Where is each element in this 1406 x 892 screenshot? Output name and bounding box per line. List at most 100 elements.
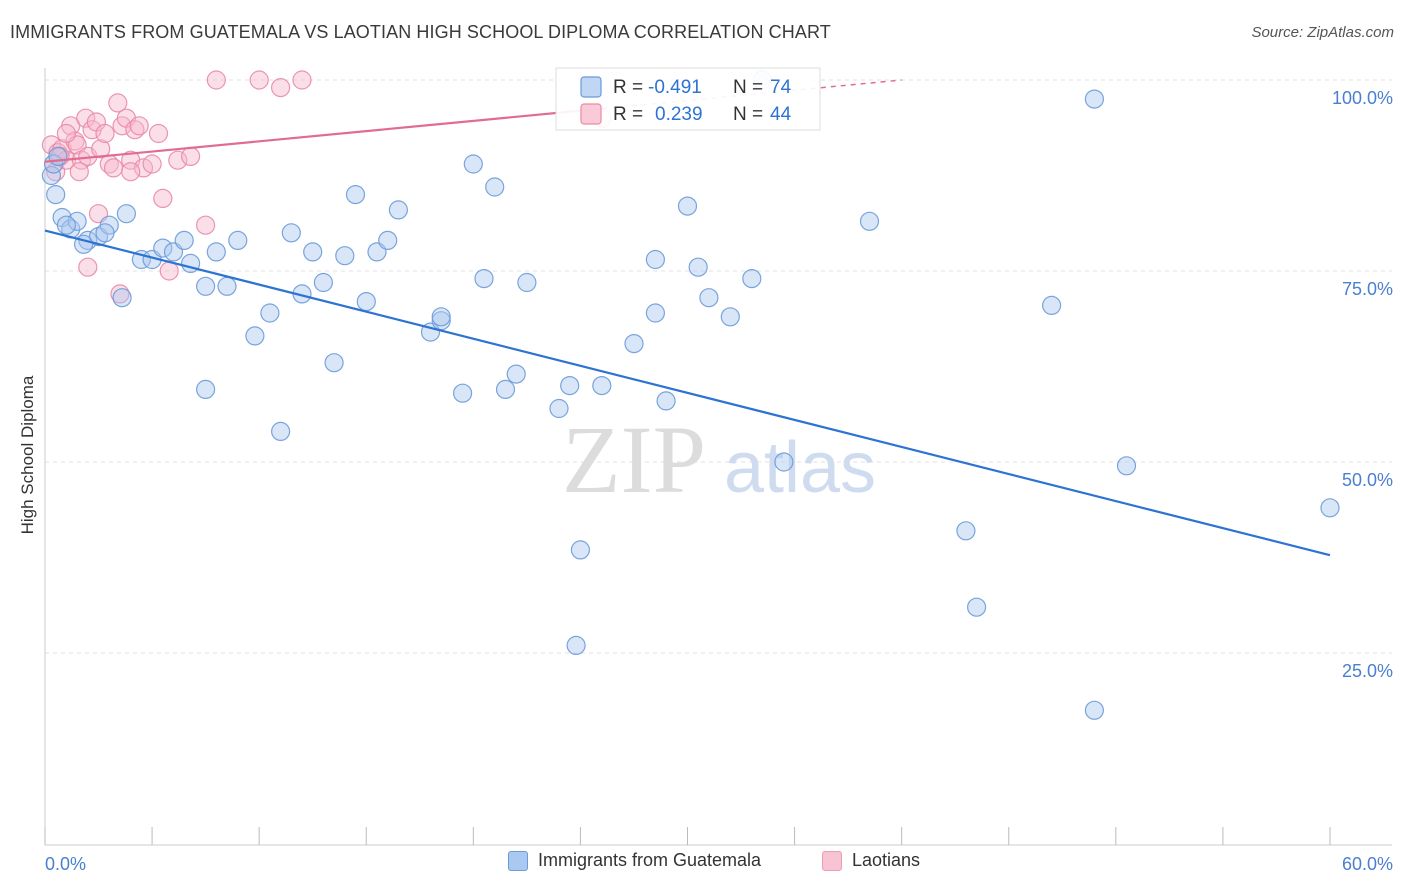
laotians-point-23 [129,116,149,136]
legend-n-value-pink: 44 [770,104,792,125]
legend-label-laotians: Laotians [852,850,921,870]
guatemala-point-19 [112,288,132,308]
guatemala-point-18 [228,230,248,250]
guatemala-point-54 [677,196,698,216]
y-tick-label-25: 25.0% [1342,661,1393,681]
guatemala-point-41 [485,177,505,197]
guatemala-point-63 [966,597,987,617]
y-tick-label-100: 100.0% [1332,88,1393,108]
legend-box-swatch-pink [580,103,602,125]
laotians-point-43 [69,162,89,182]
guatemala-point-56 [699,288,719,308]
legend-r-value-pink: 0.239 [655,104,703,125]
legend-swatch-blue [508,850,528,871]
legend-item-laotians[interactable]: Laotians [822,850,920,871]
guatemala-point-20 [196,379,216,399]
guatemala-point-48 [566,635,586,656]
laotians-point-35 [292,70,312,90]
guatemala-point-40 [474,269,494,289]
x-tick-label-0: 0.0% [45,854,86,874]
guatemala-point-51 [645,249,666,270]
legend-r-value-blue: -0.491 [648,77,702,98]
guatemala-point-43 [506,364,526,384]
laotians-point-10 [76,108,96,128]
guatemala-point-22 [260,303,280,323]
guatemala-point-34 [388,200,408,220]
guatemala-point-52 [645,303,666,323]
legend-r-label-pink: R = [613,104,643,125]
guatemala-point-64 [1041,295,1062,315]
legend-box-swatch-blue [580,76,602,98]
legend-swatch-pink [822,850,842,871]
guatemala-point-21 [245,326,265,346]
guatemala-point-26 [303,242,323,262]
guatemala-point-57 [720,307,740,327]
guatemala-point-58 [742,269,762,289]
guatemala-point-1 [46,185,66,205]
guatemala-point-47 [570,540,591,560]
guatemala-point-62 [956,521,976,541]
guatemala-point-16 [206,242,226,262]
legend-n-value-blue: 74 [770,77,792,98]
guatemala-point-45 [549,398,569,419]
legend-label-guatemala: Immigrants from Guatemala [538,850,762,870]
guatemala-point-46 [560,376,580,396]
axes [44,68,1392,846]
guatemala-point-70 [48,146,68,166]
legend-r-label-blue: R = [613,77,643,98]
guatemala-point-28 [324,353,344,373]
guatemala-point-9 [116,204,137,224]
guatemala-point-24 [281,223,301,243]
guatemala-point-66 [1084,89,1105,109]
guatemala-point-50 [624,334,644,354]
guatemala-point-38 [453,383,473,403]
guatemala-point-37 [431,307,451,327]
guatemala-point-5 [56,215,77,235]
bottom-legend: Immigrants from Guatemala Laotians [0,850,1406,880]
guatemala-point-29 [335,246,355,266]
guatemala-point-30 [345,185,366,205]
laotians-point-31 [196,215,216,235]
guatemala-point-0 [41,165,62,186]
guatemala-point-61 [859,211,880,231]
y-tick-label-75: 75.0% [1342,279,1393,299]
chart-title: IMMIGRANTS FROM GUATEMALA VS LAOTIAN HIG… [10,22,831,42]
guatemala-point-72 [95,223,115,243]
laotians-point-14 [91,139,111,159]
laotians-point-28 [159,261,179,281]
guatemala-point-42 [495,379,516,399]
guatemala-point-23 [271,421,291,441]
laotians-point-32 [206,70,226,90]
watermark-atlas: atlas [724,428,876,508]
guatemala-point-14 [174,230,194,250]
legend-box: R = -0.491 N = 74 R = 0.239 N = 44 [555,67,821,131]
guatemala-point-39 [463,154,483,174]
laotians-point-36 [78,257,98,277]
guatemala-point-49 [592,376,612,396]
watermark-zip: ZIP [562,406,706,513]
laotians-point-38 [121,162,141,182]
guatemala-point-68 [1320,498,1340,518]
laotians-point-29 [168,150,188,170]
x-tick-label-60: 60.0% [1342,854,1393,874]
legend-item-guatemala[interactable]: Immigrants from Guatemala [508,850,761,871]
guatemala-point-12 [153,238,173,258]
source-label: Source: ZipAtlas.com [1251,24,1394,41]
guatemala-point-67 [1116,456,1137,476]
guatemala-point-15 [196,276,216,296]
guatemala-point-33 [378,230,398,250]
data-points [41,70,1340,720]
laotians-point-33 [249,70,269,90]
guatemala-point-65 [1084,700,1105,720]
laotians-point-26 [148,123,169,144]
laotians-point-30 [181,146,201,166]
guatemala-point-44 [517,272,537,293]
laotians-point-25 [142,154,162,174]
laotians-point-40 [56,123,77,144]
guatemala-point-17 [217,276,237,296]
grid-lines [45,79,1392,654]
legend-n-label-pink: N = [733,104,763,125]
laotians-point-18 [108,93,128,113]
guatemala-point-60 [774,452,794,472]
